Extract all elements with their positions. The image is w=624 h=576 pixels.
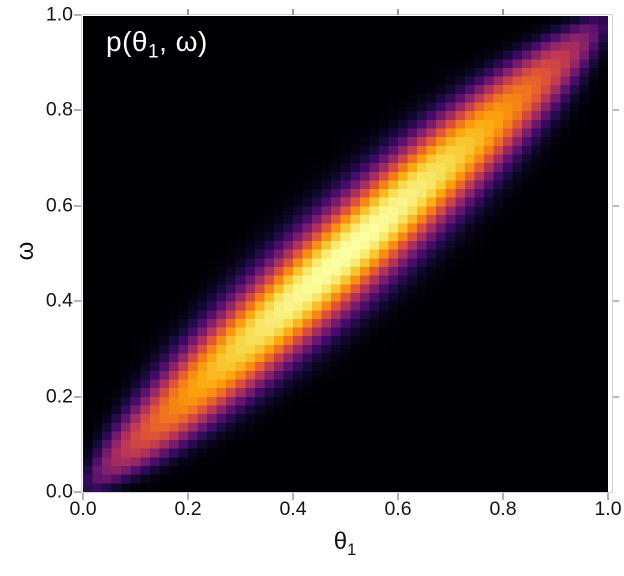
y-tick bbox=[74, 300, 81, 303]
y-tick-label: 1.0 bbox=[45, 3, 73, 26]
density-heatmap bbox=[83, 16, 608, 492]
x-tick bbox=[187, 493, 189, 500]
x-axis-label-base: θ bbox=[333, 528, 348, 555]
x-tick bbox=[397, 493, 399, 500]
plot-title: p(θ1, ω) bbox=[106, 26, 208, 62]
x-tick bbox=[607, 493, 609, 500]
x-tick bbox=[292, 493, 294, 500]
x-mirror-tick bbox=[187, 9, 189, 15]
y-axis-label: ω bbox=[12, 241, 39, 261]
x-axis-label-subscript: 1 bbox=[347, 540, 357, 559]
x-mirror-tick bbox=[502, 9, 504, 15]
x-tick-label: 0.8 bbox=[489, 498, 517, 520]
y-mirror-tick bbox=[613, 109, 619, 112]
y-tick bbox=[74, 14, 81, 16]
x-mirror-tick bbox=[397, 9, 399, 15]
y-tick-label: 0.0 bbox=[45, 480, 73, 503]
y-tick-label: 0.8 bbox=[45, 98, 73, 121]
plot-title-suffix: , ω) bbox=[159, 26, 208, 57]
y-mirror-tick bbox=[613, 395, 619, 398]
y-tick-label: 0.6 bbox=[45, 194, 73, 217]
y-tick bbox=[74, 109, 81, 112]
x-tick-label: 0.2 bbox=[174, 498, 202, 520]
x-tick bbox=[502, 493, 504, 500]
x-tick-label: 1.0 bbox=[594, 498, 622, 520]
y-tick-label: 0.2 bbox=[45, 385, 73, 408]
x-tick-label: 0.0 bbox=[69, 498, 97, 520]
x-tick-label: 0.6 bbox=[384, 498, 412, 520]
y-mirror-tick bbox=[613, 300, 619, 303]
y-tick bbox=[74, 395, 81, 398]
plot-title-prefix: p(θ bbox=[106, 26, 148, 57]
plot-frame bbox=[81, 14, 613, 493]
y-tick bbox=[74, 491, 81, 493]
plot-title-subscript: 1 bbox=[147, 41, 160, 63]
y-tick-label: 0.4 bbox=[45, 289, 73, 312]
x-axis-label: θ1 bbox=[333, 528, 357, 559]
x-mirror-tick bbox=[292, 9, 294, 15]
x-tick-label: 0.4 bbox=[279, 498, 307, 520]
y-tick bbox=[74, 204, 81, 207]
y-mirror-tick bbox=[613, 204, 619, 207]
x-tick bbox=[82, 493, 84, 500]
